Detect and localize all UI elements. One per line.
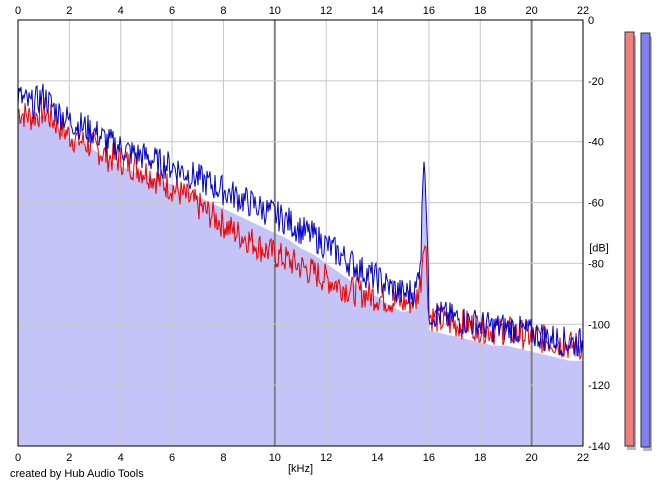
x-tick-label-bottom: 0	[15, 452, 21, 464]
y-tick-label: -120	[588, 380, 610, 392]
x-tick-label-bottom: 14	[371, 452, 383, 464]
x-tick-label-top: 8	[220, 5, 226, 17]
x-tick-label-bottom: 2	[66, 452, 72, 464]
y-tick-label: -100	[588, 319, 610, 331]
x-tick-label-bottom: 4	[118, 452, 124, 464]
y-tick-label: -80	[588, 258, 604, 270]
y-tick-label: -20	[588, 76, 604, 88]
y-tick-label: -40	[588, 137, 604, 149]
x-tick-label-top: 2	[66, 5, 72, 17]
x-tick-label-top: 10	[269, 5, 281, 17]
x-tick-label-top: 18	[474, 5, 486, 17]
meter-right-bar	[640, 32, 651, 448]
y-axis-label: [dB]	[589, 242, 609, 254]
plot-frame	[17, 19, 584, 447]
x-axis-label: [kHz]	[288, 463, 313, 475]
x-tick-label-bottom: 20	[526, 452, 538, 464]
x-tick-label-bottom: 22	[577, 452, 589, 464]
x-tick-label-top: 14	[371, 5, 383, 17]
spectrum-fill-area	[18, 114, 583, 447]
x-tick-label-top: 6	[169, 5, 175, 17]
meter-left-bar	[624, 31, 635, 447]
x-tick-label-bottom: 6	[169, 452, 175, 464]
x-tick-label-top: 4	[118, 5, 124, 17]
x-tick-label-top: 12	[320, 5, 332, 17]
y-tick-label: -60	[588, 198, 604, 210]
series-line-red	[17, 96, 584, 361]
x-tick-label-bottom: 8	[220, 452, 226, 464]
x-tick-label-bottom: 10	[269, 452, 281, 464]
y-tick-label: 0	[588, 15, 594, 27]
x-tick-label-top: 22	[577, 5, 589, 17]
x-tick-label-bottom: 12	[320, 452, 332, 464]
x-tick-label-top: 20	[526, 5, 538, 17]
x-tick-label-top: 16	[423, 5, 435, 17]
credit-text: created by Hub Audio Tools	[10, 468, 144, 480]
x-tick-label-bottom: 16	[423, 452, 435, 464]
y-tick-label: -140	[588, 441, 610, 453]
series-line-blue	[17, 83, 584, 358]
x-tick-label-bottom: 18	[474, 452, 486, 464]
x-tick-label-top: 0	[15, 5, 21, 17]
